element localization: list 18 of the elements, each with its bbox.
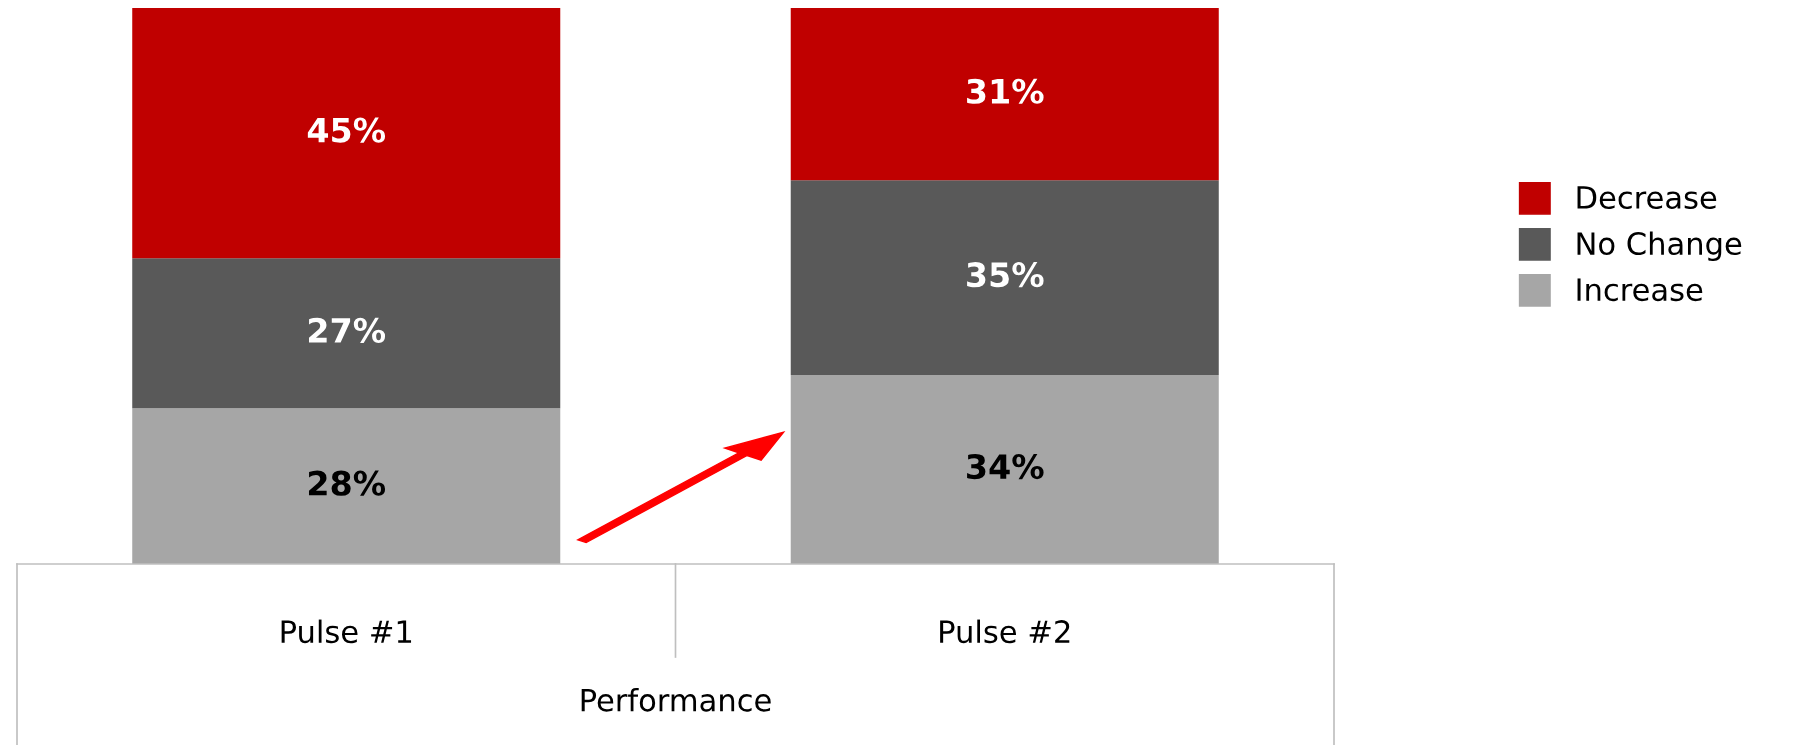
bar <box>132 408 561 564</box>
x-tick-label: Pulse #2 <box>940 619 1070 644</box>
data-label: 31% <box>967 78 1044 104</box>
data-label: 27% <box>308 317 386 343</box>
data-label: 45% <box>307 117 386 143</box>
bar <box>790 374 1219 564</box>
bar <box>790 180 1219 375</box>
legend-label: Decrease <box>1577 186 1717 210</box>
x-axis-title: Performance <box>581 688 771 712</box>
data-label: 34% <box>967 453 1044 480</box>
legend-label: No Change <box>1577 231 1742 262</box>
data-label: 28% <box>308 470 386 496</box>
bar <box>132 8 561 259</box>
x-tick-label: Pulse #1 <box>281 619 412 644</box>
bar <box>132 258 561 409</box>
legend-label: Increase <box>1577 278 1703 302</box>
bar <box>790 8 1219 181</box>
data-label: 35% <box>967 262 1044 288</box>
